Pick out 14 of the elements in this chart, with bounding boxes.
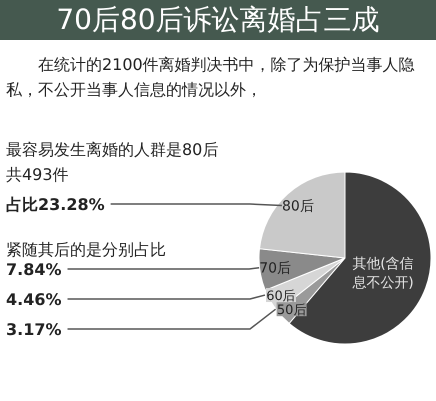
data-label: 4.46% (6, 290, 62, 309)
slice-label: 60后 (266, 289, 296, 304)
text: 共493件 (6, 165, 69, 186)
chart-title: 70后80后诉讼离婚占三成 (0, 0, 436, 40)
slice-label: 70后 (259, 260, 292, 277)
data-label: 7.84% (6, 260, 62, 279)
slice-label: 50后 (276, 303, 306, 318)
text: 最容易发生离婚的人群是80后 (6, 140, 218, 161)
chart-subtitle: 在统计的2100件离婚判决书中，除了为保护当事人隐私，不公开当事人信息的情况以外， (6, 54, 416, 101)
slice-label: 其他(含信息不公开) (351, 256, 414, 291)
data-label: 占比23.28% (6, 195, 105, 214)
slice-label: 80后 (282, 198, 314, 215)
text: 紧随其后的是分别占比 (6, 240, 166, 261)
data-label: 3.17% (6, 320, 62, 339)
